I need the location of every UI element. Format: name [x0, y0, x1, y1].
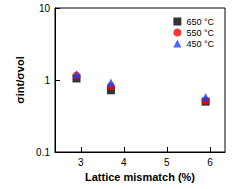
svg-text:3: 3 [78, 157, 84, 168]
svg-text:450 °C: 450 °C [186, 39, 214, 49]
svg-text:σint/σvol: σint/σvol [14, 56, 26, 103]
svg-text:0.1: 0.1 [36, 147, 50, 158]
svg-text:550 °C: 550 °C [186, 28, 214, 38]
svg-text:10: 10 [39, 3, 51, 14]
svg-text:5: 5 [164, 157, 170, 168]
svg-text:4: 4 [121, 157, 127, 168]
svg-text:650 °C: 650 °C [186, 17, 214, 27]
svg-text:Lattice mismatch (%): Lattice mismatch (%) [85, 171, 195, 183]
svg-text:1: 1 [44, 75, 50, 86]
svg-text:6: 6 [207, 157, 213, 168]
